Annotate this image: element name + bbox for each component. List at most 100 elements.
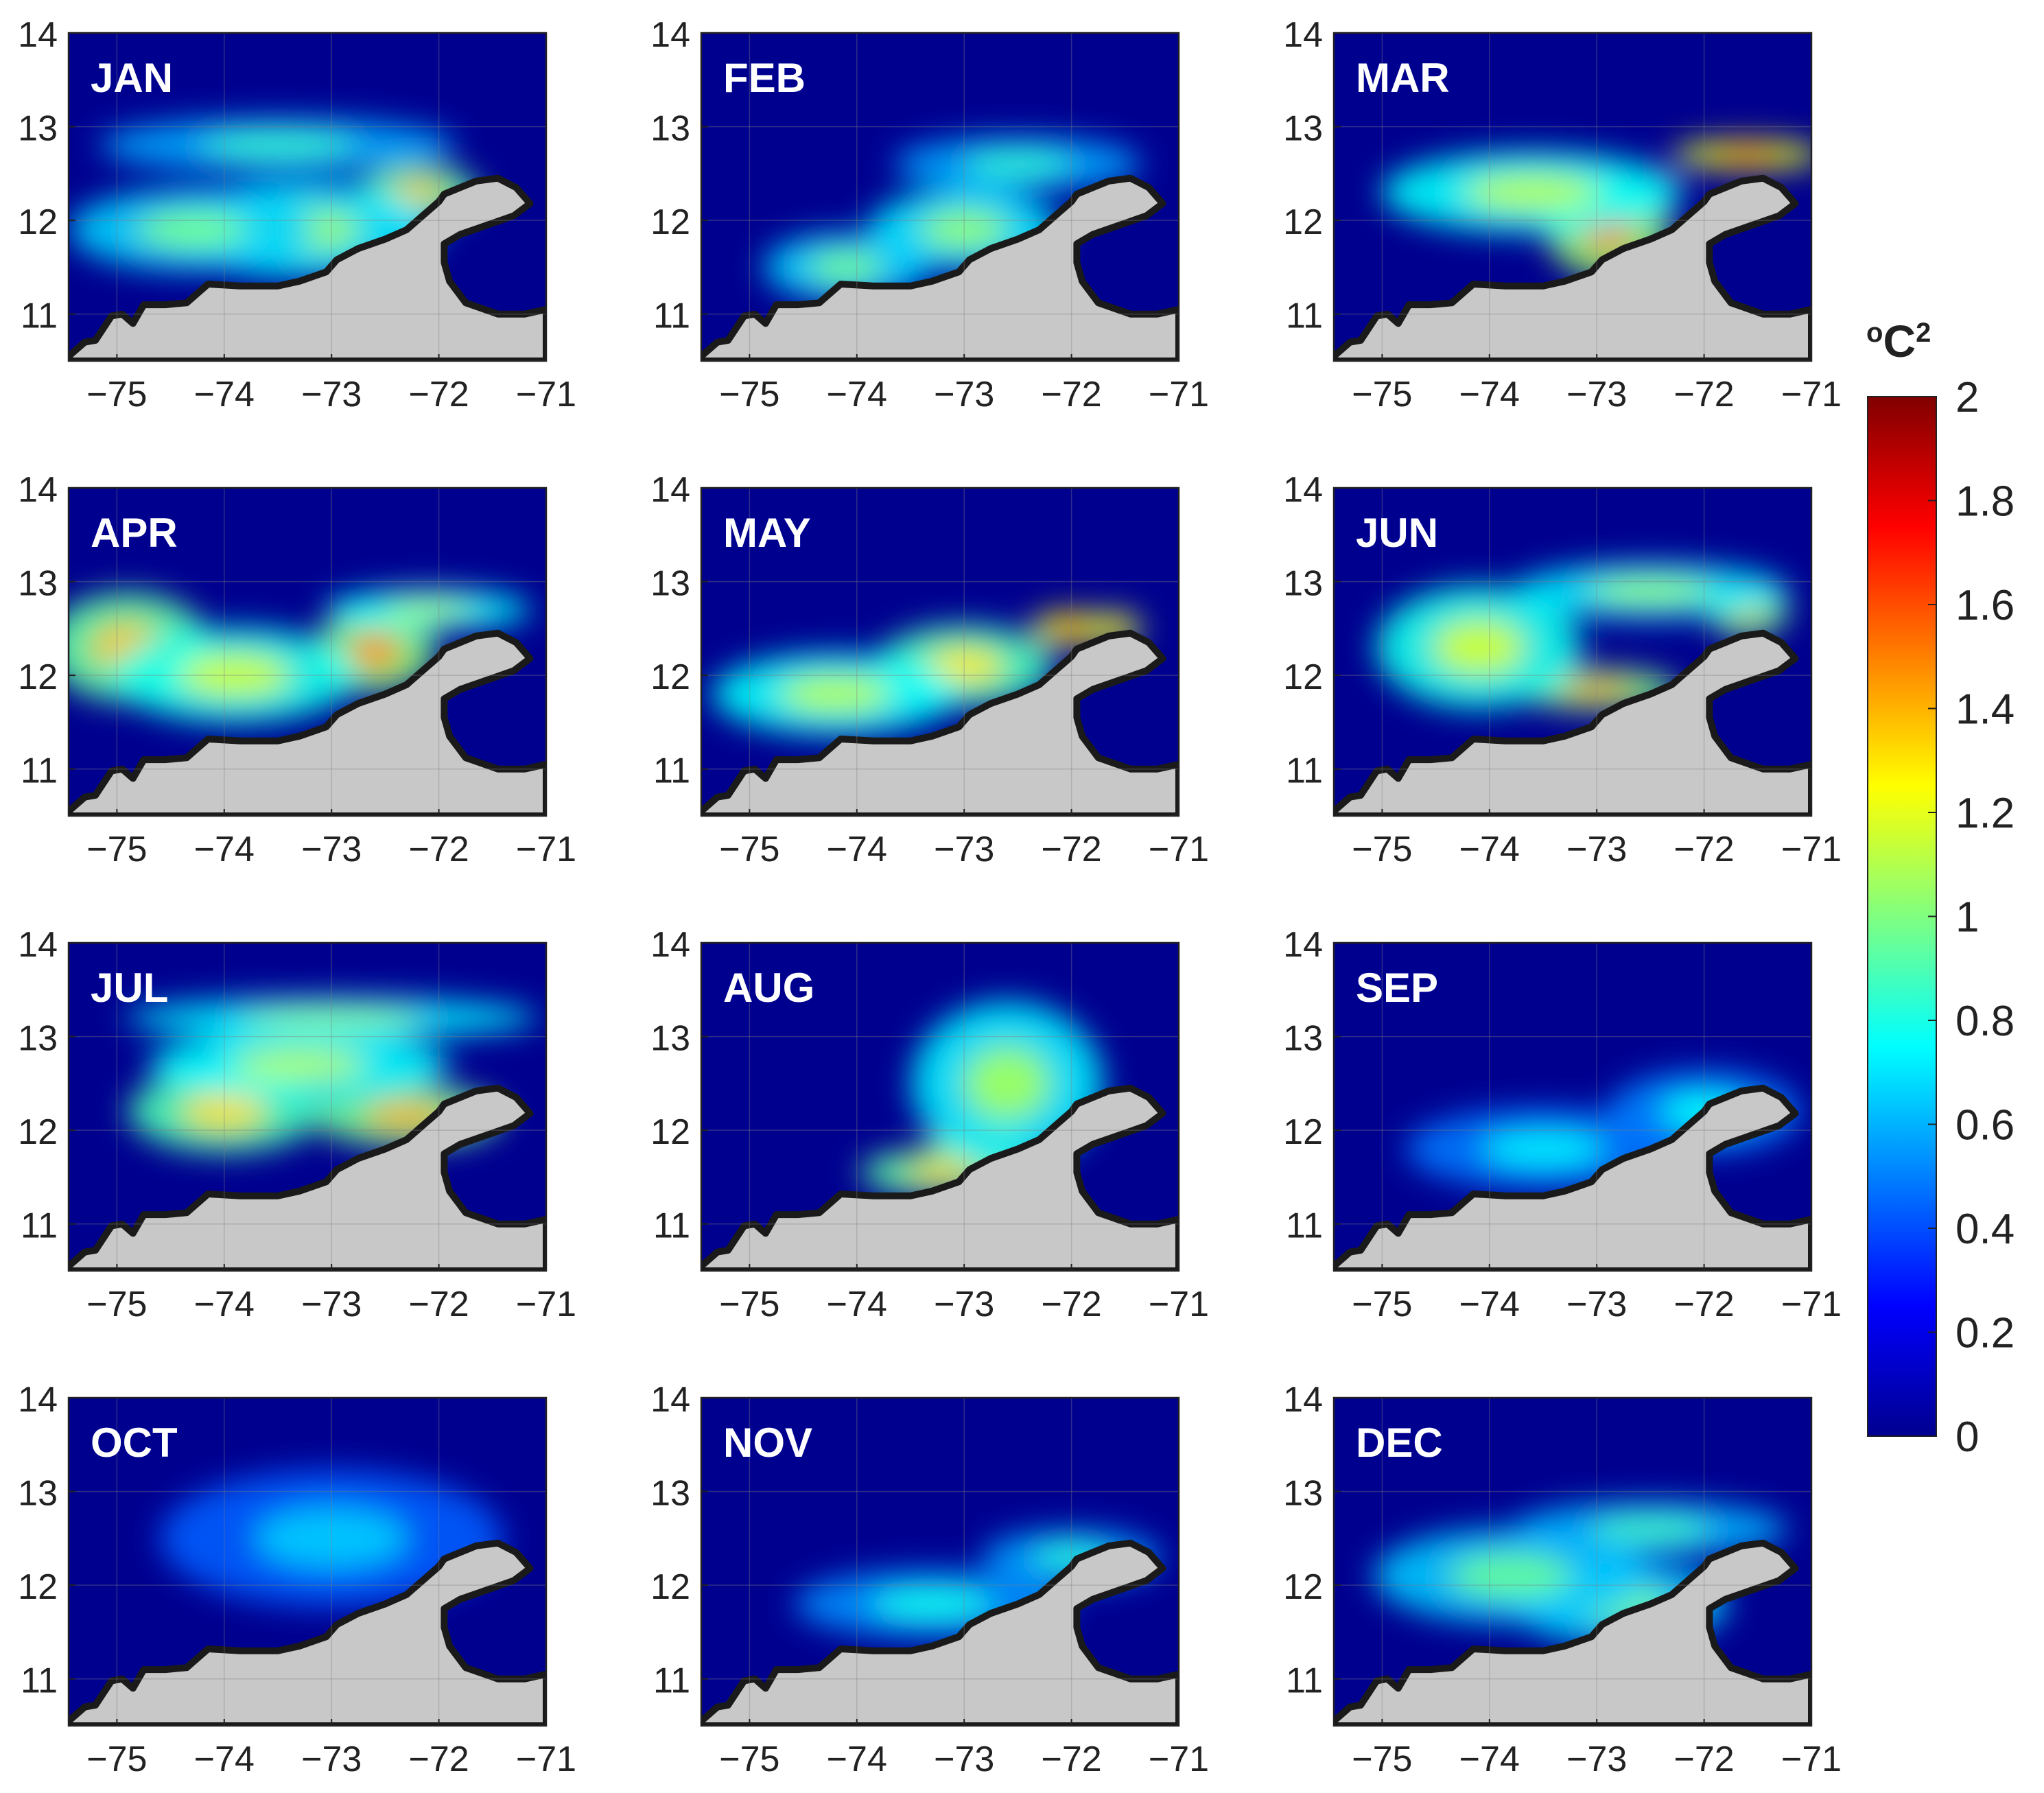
land-mass [69,629,546,816]
land-mass [1334,1084,1811,1271]
x-tick-label: −71 [1781,375,1842,414]
map-panel-jan: JAN 14 13 12 11 −75 −74 −73 −72 −71 [18,15,576,414]
x-tick-label: −73 [1566,375,1627,414]
x-tick-label: −75 [1352,1285,1412,1324]
map-panel-feb: FEB 14 13 12 11 −75 −74 −73 −72 −71 [650,15,1209,414]
axes-frame [1332,941,1813,1272]
axes-frame [700,941,1180,1272]
panel-label: OCT [91,1420,178,1466]
y-tick-label: 12 [650,202,690,242]
y-tick-label: 12 [1283,1112,1323,1152]
y-tick-label: 14 [650,925,690,965]
x-tick-label: −73 [1566,830,1627,869]
x-tick-label: −75 [86,1739,147,1779]
map-field [1334,488,1811,816]
x-tick-label: −75 [719,1285,779,1324]
panel-label: SEP [1356,965,1438,1011]
panel-label: JAN [91,55,173,101]
y-tick-label: 12 [1283,202,1323,242]
x-tick-label: −72 [1673,375,1734,414]
land-mass [1334,1539,1811,1726]
y-tick-label: 14 [18,925,58,965]
land-mass [69,1539,546,1726]
y-tick-label: 12 [18,202,58,242]
x-tick-label: −74 [827,1285,887,1324]
map-panel-apr: APR 14 13 12 11 −75 −74 −73 −72 −71 [18,470,576,869]
x-tick-label: −73 [1566,1285,1627,1324]
y-tick-label: 13 [18,109,58,149]
x-tick-label: −73 [934,375,994,414]
land-mass [701,174,1179,361]
colorbar-ticks: 2 1.8 1.6 1.4 1.2 1 0.8 0.6 0.4 0.2 0 [1928,374,2014,1461]
map-panel-sep: SEP 14 13 12 11 −75 −74 −73 −72 −71 [1283,925,1842,1324]
grid-lines [701,943,1179,1271]
x-tick-label: −73 [934,1285,994,1324]
panel-label: APR [91,510,178,556]
grid-lines [701,488,1179,816]
x-tick-label: −73 [934,830,994,869]
x-tick-label: −74 [194,1739,255,1779]
x-tick-label: −72 [1673,830,1734,869]
colorbar: 2 1.8 1.6 1.4 1.2 1 0.8 0.6 0.4 0.2 0 oC2 [1866,316,2014,1461]
map-field [69,33,546,361]
map-panel-nov: NOV 14 13 12 11 −75 −74 −73 −72 −71 [650,1380,1209,1779]
x-tick-label: −75 [86,1285,147,1324]
y-tick-label: 14 [1283,925,1323,965]
x-tick-label: −72 [408,1285,469,1324]
y-tick-label: 13 [1283,564,1323,604]
y-tick-label: 11 [1286,296,1323,336]
map-field [69,488,546,816]
y-tick-label: 11 [1286,751,1323,791]
axes-frame [67,487,548,817]
colorbar-tick-label: 0 [1955,1414,1979,1461]
map-field [1334,943,1811,1271]
land-mass [69,1084,546,1271]
y-tick-label: 14 [1283,15,1323,55]
y-tick-label: 12 [650,1567,690,1607]
map-field [1334,33,1811,361]
x-tick-label: −71 [516,375,576,414]
x-tick-label: −71 [1149,375,1209,414]
y-tick-label: 14 [650,470,690,510]
y-tick-label: 12 [18,1112,58,1152]
x-tick-label: −75 [1352,1739,1412,1779]
map-field [701,943,1179,1271]
y-tick-label: 13 [650,109,690,149]
x-tick-label: −72 [1041,1285,1101,1324]
y-tick-label: 13 [650,1474,690,1514]
x-tick-label: −74 [1459,375,1520,414]
colorbar-gradient [1867,396,1937,1437]
variance-field [69,117,480,278]
axes-frame [67,32,548,362]
x-tick-label: −71 [1149,1285,1209,1324]
y-tick-label: 13 [1283,1019,1323,1059]
map-field [69,943,546,1271]
x-tick-label: −74 [1459,1285,1520,1324]
grid-lines [1334,1398,1811,1726]
panels-layer: JAN 14 13 12 11 −75 −74 −73 −72 −71 FEB 14 13 12 11 −75… [18,15,1842,1779]
y-tick-label: 11 [21,1206,58,1246]
axes-frame [1332,487,1813,817]
variance-field [1374,1501,1788,1645]
x-tick-label: −73 [301,375,362,414]
x-tick-label: −73 [301,1739,362,1779]
land-mass [701,629,1179,816]
y-tick-label: 11 [21,1661,58,1701]
x-tick-label: −75 [719,830,779,869]
x-tick-label: −71 [1781,830,1842,869]
colorbar-tick-label: 1.6 [1955,582,2014,629]
x-tick-label: −71 [516,1739,576,1779]
y-tick-label: 11 [653,1661,690,1701]
land-mass [701,1539,1179,1726]
map-panel-dec: DEC 14 13 12 11 −75 −74 −73 −72 −71 [1283,1380,1842,1779]
grid-lines [1334,943,1811,1271]
variance-field [1376,563,1789,710]
x-tick-label: −75 [719,375,779,414]
x-tick-label: −75 [719,1739,779,1779]
x-tick-label: −75 [1352,830,1412,869]
x-tick-label: −74 [194,1285,255,1324]
panel-label: MAR [1356,55,1450,101]
panel-label: JUL [91,965,168,1011]
panel-label: NOV [723,1420,812,1466]
